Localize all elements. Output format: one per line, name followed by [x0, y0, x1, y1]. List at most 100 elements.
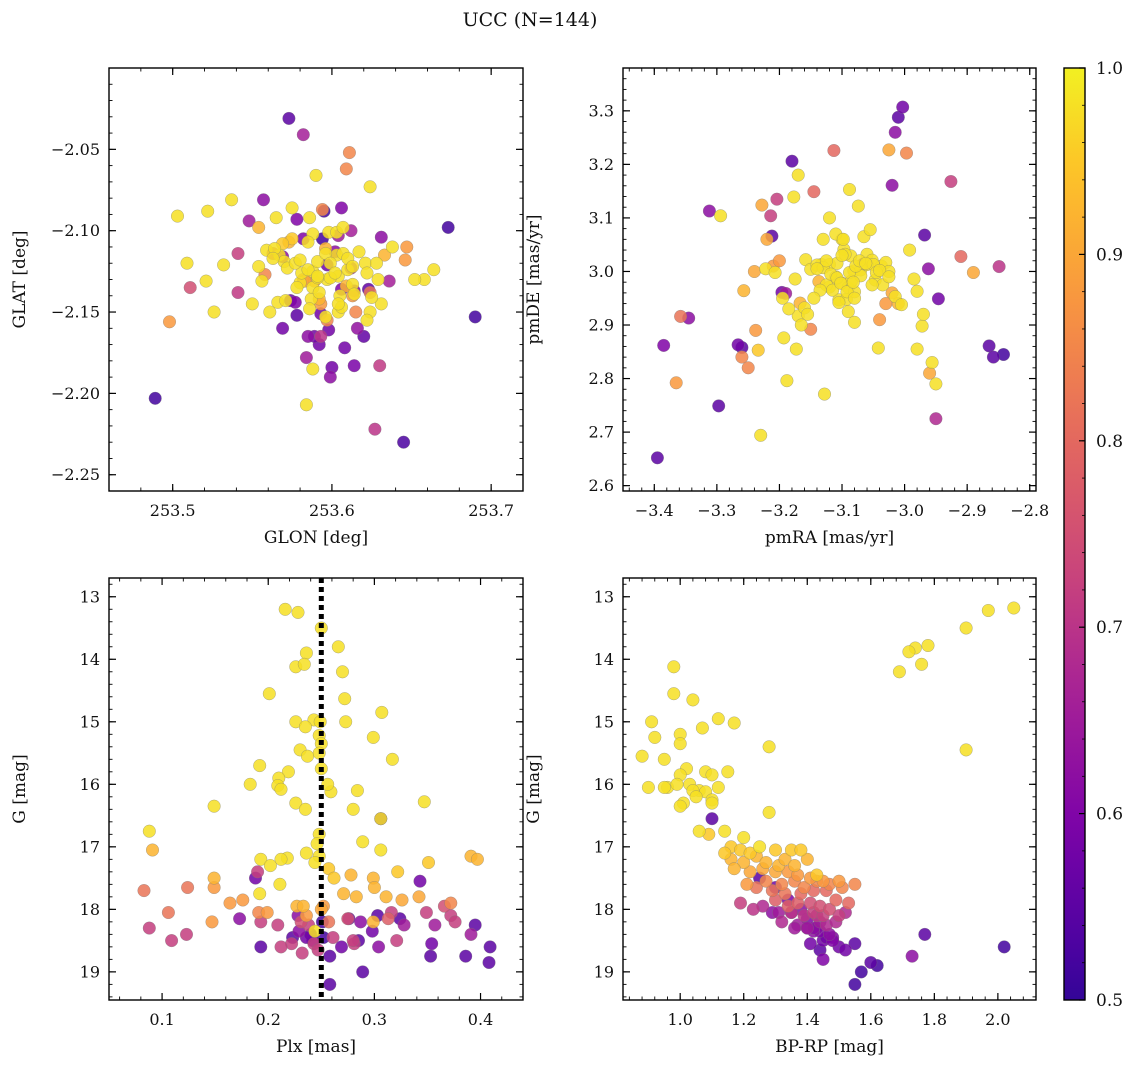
x-axis-label: BP-RP [mag]: [775, 1037, 884, 1057]
data-point: [428, 918, 442, 932]
data-point: [747, 264, 761, 279]
data-point: [253, 887, 267, 901]
data-point: [142, 921, 156, 935]
data-point: [921, 262, 935, 276]
data-point: [762, 740, 776, 754]
data-point: [751, 343, 765, 357]
data-point: [819, 254, 833, 268]
data-point: [225, 193, 239, 207]
data-point: [899, 146, 914, 160]
data-point: [657, 338, 671, 352]
data-point: [896, 100, 910, 114]
y-tick-label: −2.20: [51, 384, 100, 403]
data-point: [667, 687, 681, 701]
data-point: [285, 201, 299, 215]
data-point: [464, 927, 478, 941]
data-point: [841, 305, 855, 319]
y-tick-label: 13: [594, 587, 614, 606]
data-point: [309, 168, 323, 182]
data-point: [262, 687, 276, 701]
points-group: [137, 602, 497, 991]
data-point: [279, 294, 293, 308]
data-point: [760, 232, 774, 246]
data-point: [421, 855, 436, 870]
data-point: [179, 927, 194, 941]
data-point: [829, 893, 843, 907]
data-point: [346, 934, 360, 948]
x-tick-label: −3.4: [635, 501, 674, 520]
data-point: [374, 230, 388, 244]
data-point: [165, 934, 179, 948]
data-point: [365, 290, 379, 304]
data-point: [718, 846, 732, 860]
data-point: [373, 359, 387, 373]
data-point: [789, 342, 803, 356]
x-tick-label: −3.0: [885, 501, 924, 520]
figure-title: UCC (N=144): [463, 9, 598, 31]
data-point: [929, 412, 943, 426]
data-point: [350, 321, 364, 335]
data-point: [448, 915, 462, 929]
data-point: [650, 451, 664, 465]
y-tick-label: 3.1: [589, 208, 614, 227]
data-point: [350, 784, 364, 798]
data-point: [673, 737, 687, 751]
data-point: [910, 284, 924, 298]
data-point: [183, 281, 197, 295]
data-point: [301, 263, 315, 277]
data-point: [295, 946, 309, 960]
data-point: [959, 743, 973, 757]
data-point: [801, 307, 815, 321]
data-point: [776, 291, 790, 305]
data-point: [311, 255, 325, 269]
data-point: [335, 665, 350, 679]
data-point: [743, 846, 757, 860]
data-point: [787, 190, 801, 204]
data-point: [851, 199, 865, 213]
data-point: [759, 855, 773, 870]
data-point: [731, 338, 745, 352]
data-point: [888, 125, 902, 139]
data-point: [836, 232, 850, 246]
colorbar-tick-label: 0.5: [1096, 991, 1123, 1011]
data-point: [816, 952, 830, 966]
data-point: [944, 174, 958, 189]
data-point: [918, 228, 932, 242]
data-point: [762, 805, 776, 819]
points-group: [148, 111, 482, 449]
data-point: [290, 308, 304, 322]
data-point: [298, 720, 312, 734]
data-point: [338, 341, 352, 355]
data-point: [483, 940, 497, 954]
data-point: [657, 780, 671, 794]
data-point: [231, 285, 245, 300]
data-point: [737, 284, 751, 298]
y-tick-label: 17: [594, 837, 614, 856]
data-point: [741, 361, 755, 375]
y-tick-label: 17: [80, 837, 100, 856]
data-point: [217, 258, 231, 272]
data-point: [743, 865, 757, 879]
data-point: [301, 329, 315, 343]
data-point: [299, 646, 313, 660]
data-point: [397, 918, 411, 932]
data-point: [390, 934, 404, 948]
data-point: [282, 111, 296, 125]
data-point: [271, 918, 285, 932]
data-point: [337, 887, 351, 901]
colorbar-tick-label: 0.9: [1096, 245, 1123, 265]
x-tick-label: 1.0: [667, 1010, 692, 1029]
data-point: [931, 292, 945, 306]
data-point: [705, 768, 719, 782]
data-point: [714, 209, 728, 223]
data-point: [251, 865, 265, 879]
data-point: [252, 220, 266, 234]
data-point: [765, 884, 779, 898]
x-axis-label: GLON [deg]: [264, 528, 368, 548]
y-tick-label: 18: [594, 900, 614, 919]
data-point: [349, 890, 363, 904]
x-tick-label: −2.9: [948, 501, 987, 520]
data-point: [992, 260, 1006, 274]
data-point: [276, 321, 290, 335]
data-point: [266, 251, 280, 265]
